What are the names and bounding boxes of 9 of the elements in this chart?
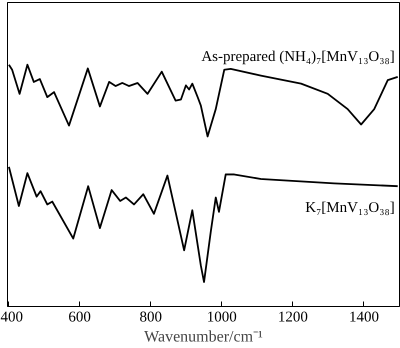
series-label: As-prepared (NH₄)₇[MnV₁₃O₃₈] bbox=[201, 48, 395, 65]
x-tick-label: 1200 bbox=[278, 310, 308, 326]
x-tick-label: 600 bbox=[68, 310, 91, 326]
x-tick-label: 1400 bbox=[348, 310, 379, 326]
x-axis-title: Wavenumber/cm⁻¹ bbox=[144, 328, 264, 346]
x-tick-label: 400 bbox=[0, 310, 23, 326]
x-tick-label: 1000 bbox=[206, 310, 237, 326]
series-label: K₇[MnV₁₃O₃₈] bbox=[305, 200, 395, 216]
x-tick-label: 800 bbox=[139, 310, 162, 326]
